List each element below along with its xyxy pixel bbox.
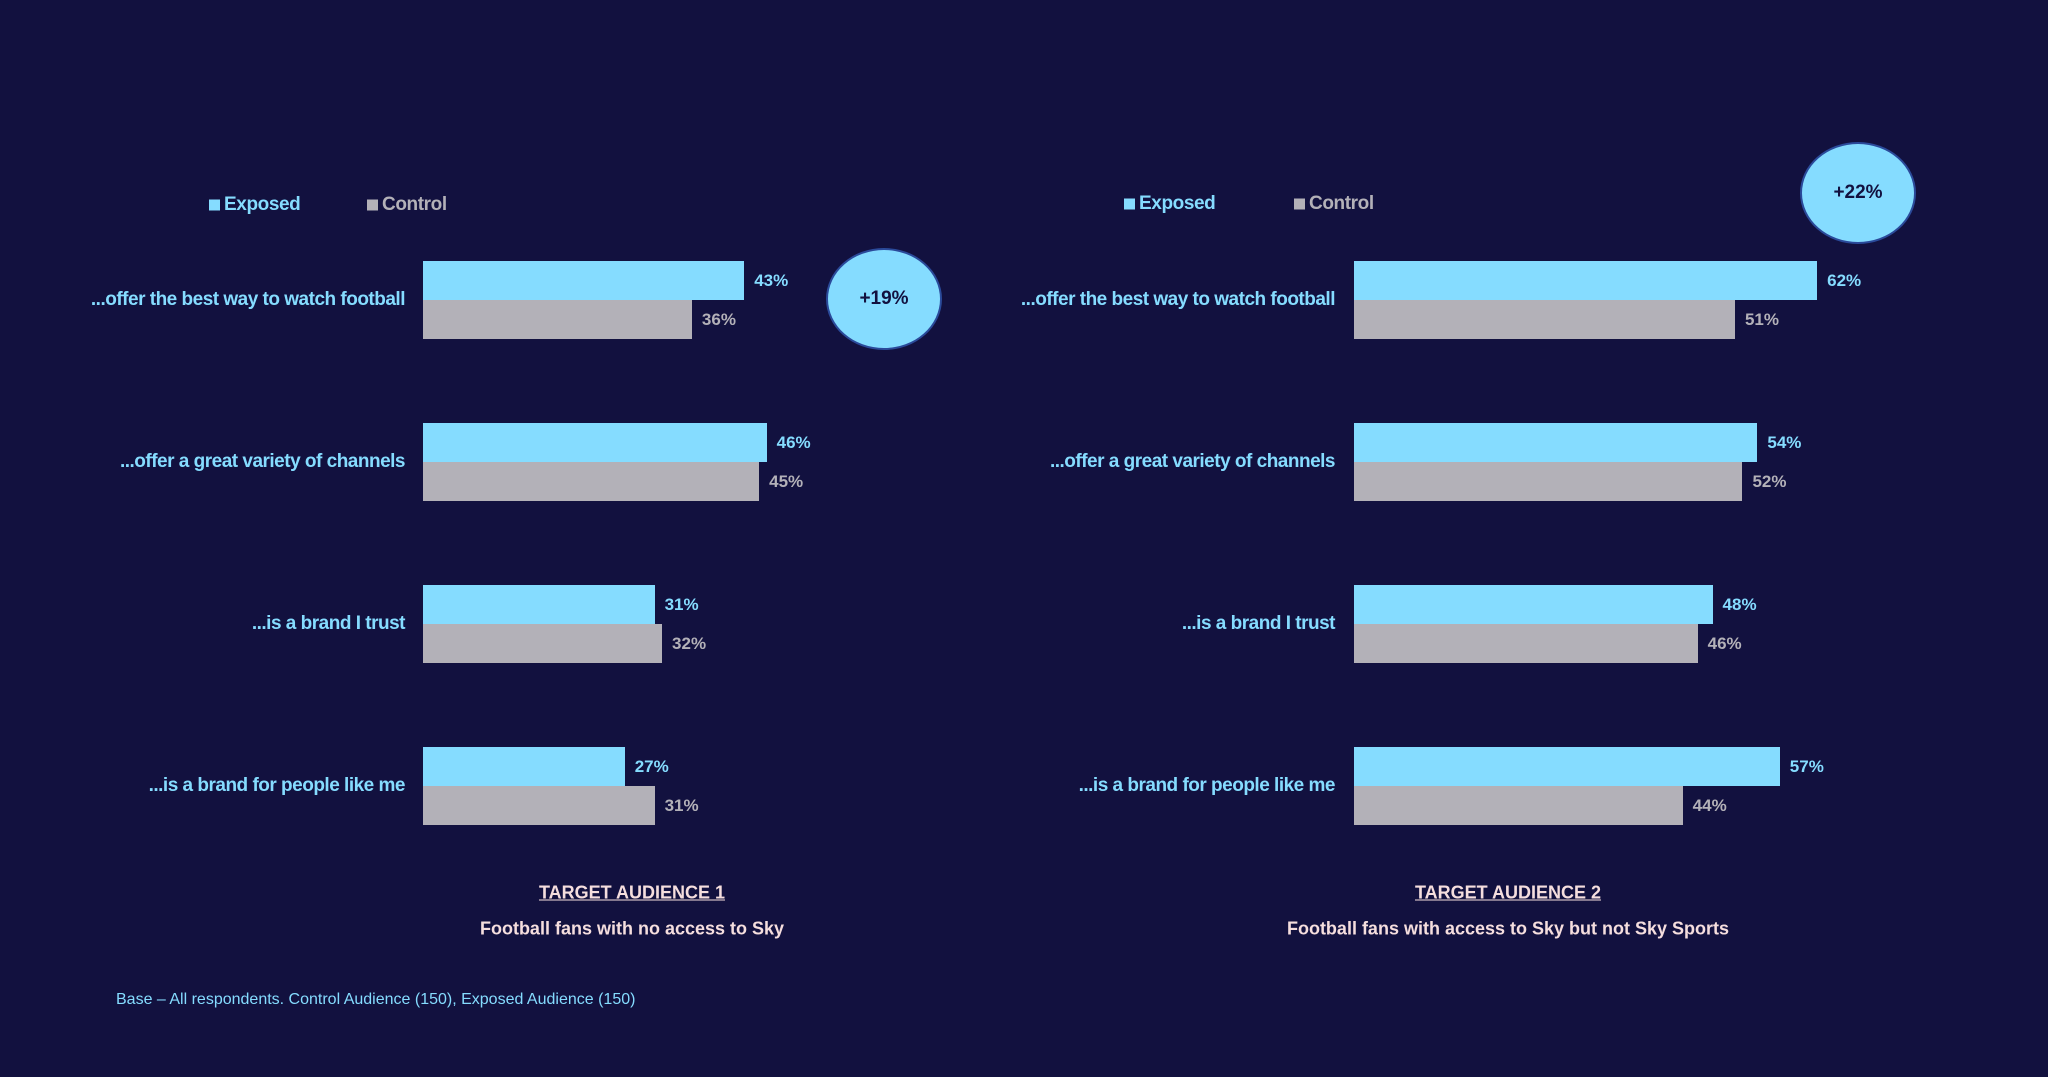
value-label: 31% [664, 795, 699, 815]
value-label: 27% [634, 756, 669, 776]
bar [423, 624, 663, 663]
footnote: Base – All respondents. Control Audience… [116, 991, 636, 1008]
legend-label: Exposed [224, 194, 301, 215]
bar [423, 786, 655, 825]
bar [1354, 261, 1818, 300]
bar [423, 747, 625, 786]
category-label: ...offer the best way to watch football [1020, 289, 1336, 310]
category-label: ...offer a great variety of channels [119, 451, 406, 472]
bar [1354, 624, 1698, 663]
category-label: ...is a brand for people like me [1078, 775, 1336, 796]
bar [423, 261, 745, 300]
value-label: 51% [1744, 309, 1779, 329]
chart-subtitle: Football fans with no access to Sky [479, 918, 785, 939]
legend-swatch [1124, 198, 1135, 210]
value-label: 46% [776, 432, 811, 452]
bar [1354, 747, 1780, 786]
value-label: 36% [701, 309, 736, 329]
value-label: 62% [1827, 270, 1862, 290]
legend-label: Control [382, 194, 447, 215]
annotation-bubble: +19% [826, 248, 942, 350]
bar [1354, 423, 1758, 462]
chart-subtitle: Football fans with access to Sky but not… [1286, 918, 1730, 939]
chart-title: TARGET AUDIENCE 1 [538, 882, 726, 903]
category-label: ...is a brand for people like me [148, 775, 406, 796]
value-label: 45% [769, 471, 804, 491]
legend-label: Control [1309, 193, 1374, 214]
legend-swatch [1294, 198, 1305, 210]
legend-swatch [367, 199, 378, 211]
bar [1354, 786, 1683, 825]
chart-title: TARGET AUDIENCE 2 [1414, 882, 1602, 903]
value-label: 43% [754, 270, 789, 290]
legend-swatch [209, 199, 220, 211]
bar [423, 423, 767, 462]
bar [1354, 300, 1735, 339]
value-label: 57% [1789, 756, 1824, 776]
category-label: ...offer the best way to watch football [90, 289, 406, 310]
value-label: 54% [1767, 432, 1802, 452]
value-label: 48% [1722, 594, 1757, 614]
bar [423, 585, 655, 624]
value-label: 32% [672, 633, 707, 653]
legend-label: Exposed [1139, 193, 1216, 214]
value-label: 31% [664, 594, 699, 614]
category-label: ...offer a great variety of channels [1049, 451, 1336, 472]
value-label: 52% [1752, 471, 1787, 491]
bar [423, 462, 760, 501]
category-label: ...is a brand I trust [1181, 613, 1336, 634]
bar [1354, 585, 1713, 624]
value-label: 44% [1692, 795, 1727, 815]
category-label: ...is a brand I trust [251, 613, 406, 634]
bar [423, 300, 692, 339]
value-label: 46% [1707, 633, 1742, 653]
annotation-bubble: +22% [1800, 142, 1916, 244]
bar [1354, 462, 1743, 501]
